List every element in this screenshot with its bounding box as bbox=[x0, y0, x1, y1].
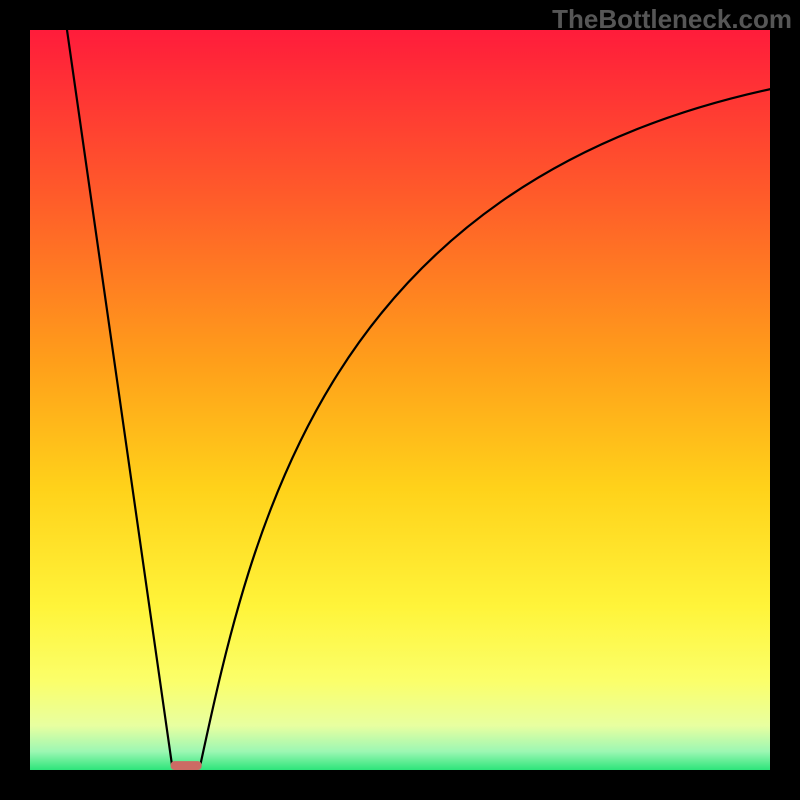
watermark-text: TheBottleneck.com bbox=[552, 4, 792, 35]
bottleneck-chart bbox=[30, 30, 770, 770]
chart-container: { "watermark": { "text": "TheBottleneck.… bbox=[0, 0, 800, 800]
gradient-background bbox=[30, 30, 770, 770]
bottleneck-marker bbox=[171, 761, 202, 770]
